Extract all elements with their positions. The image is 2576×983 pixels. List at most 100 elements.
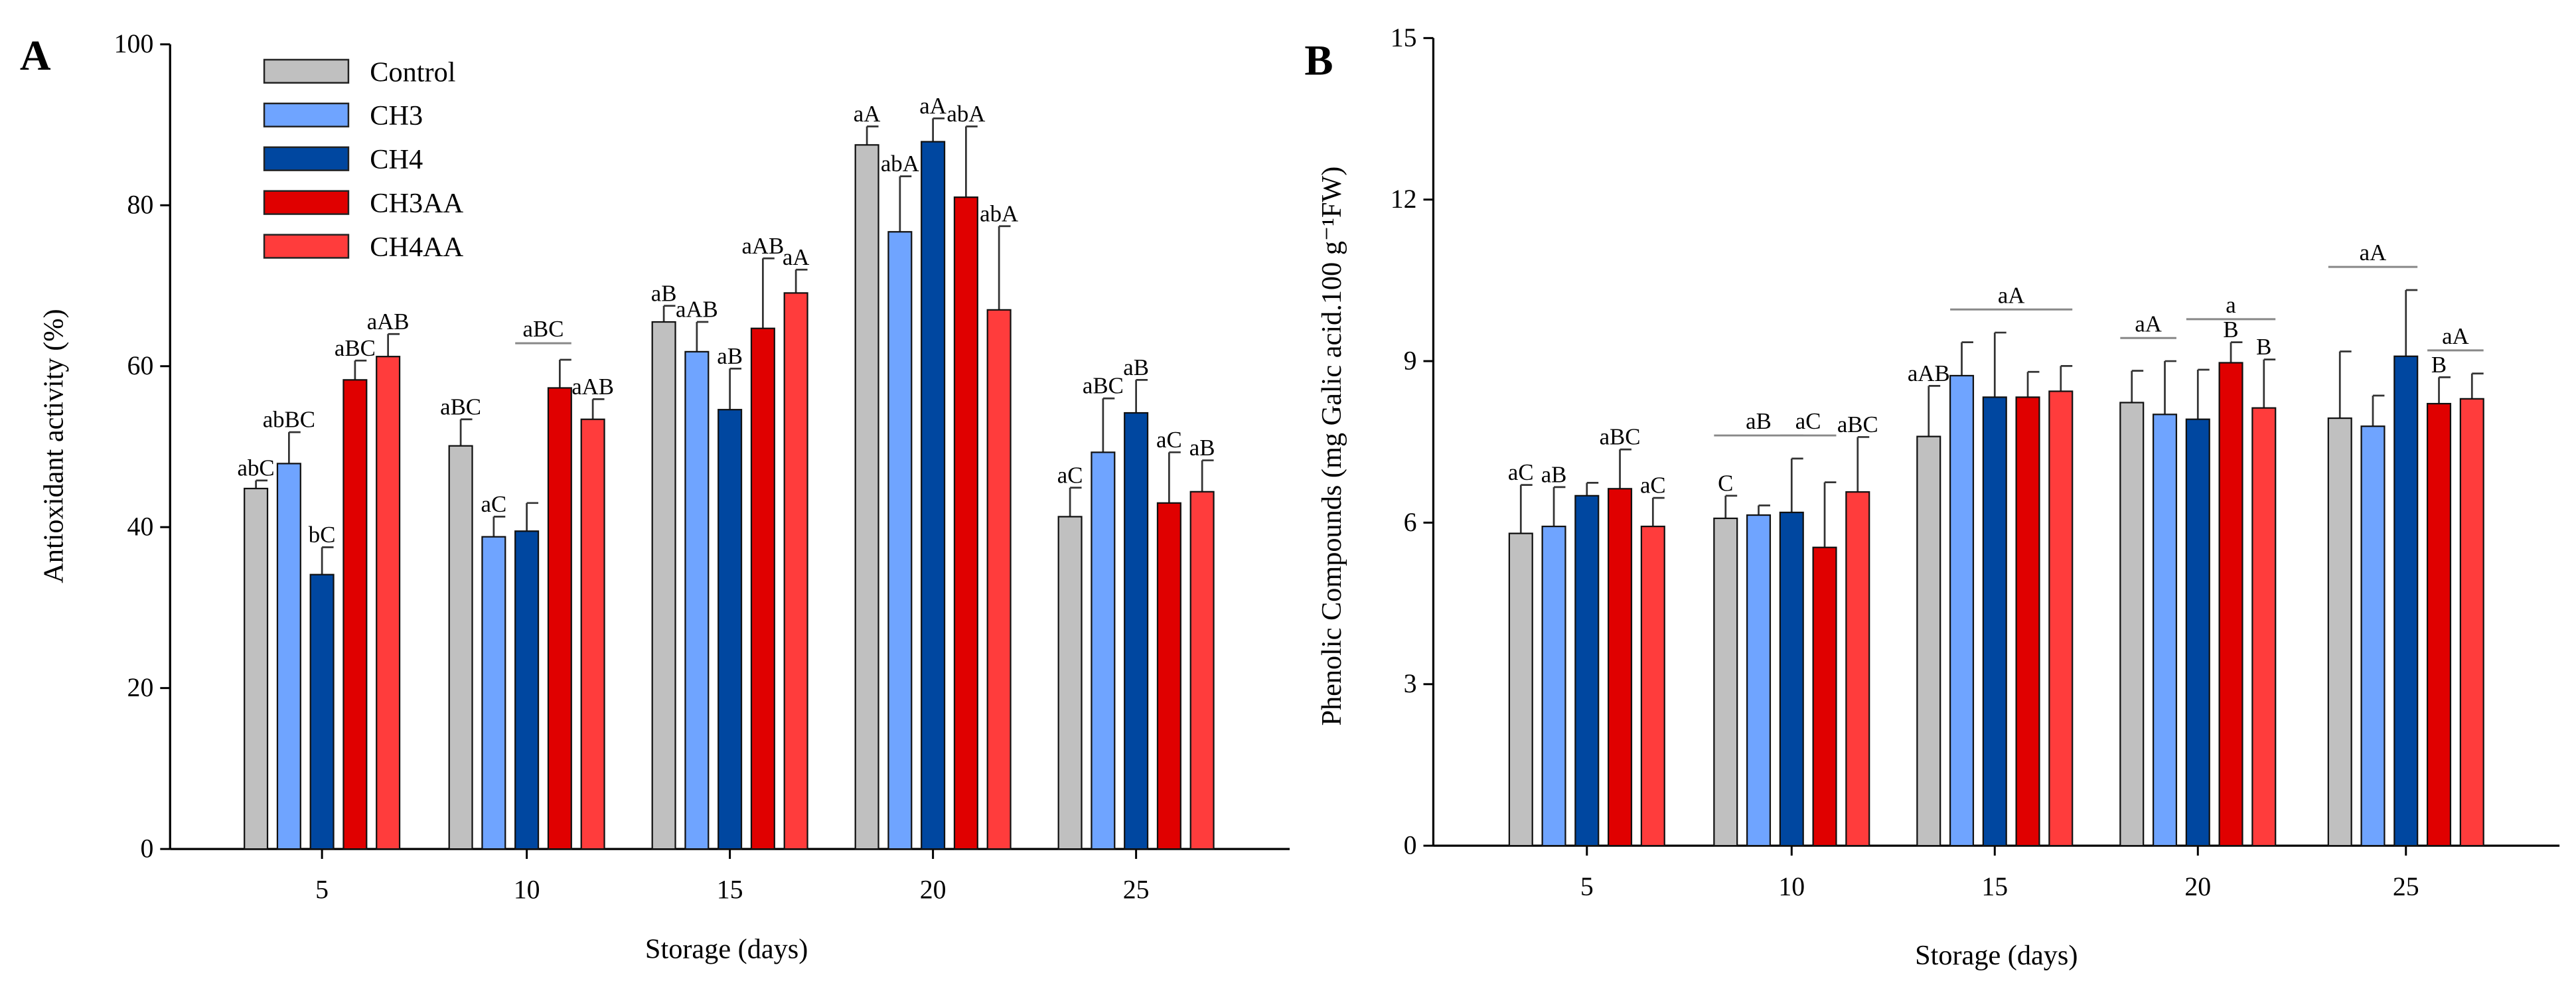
legend-swatch-ch3aa	[263, 190, 350, 215]
bar-control	[1508, 532, 1533, 847]
bar-ch4aa	[2459, 398, 2484, 847]
x-tick-label: 15	[717, 875, 743, 905]
significance-label: aAB	[571, 374, 614, 400]
x-tick-label: 5	[315, 875, 329, 905]
y-tick-label: 60	[127, 351, 154, 380]
bar-ch3	[2360, 425, 2386, 847]
bar-ch4	[514, 530, 540, 850]
bar-ch4aa	[376, 356, 401, 850]
significance-label: aBC	[335, 335, 376, 361]
significance-label: aA	[783, 244, 810, 270]
y-axis-label: Phenolic Compounds (mg Galic acid.100 g⁻…	[1316, 167, 1347, 726]
bar-ch4	[1779, 511, 1804, 847]
significance-label: abBC	[263, 407, 315, 433]
x-tick-label: 10	[514, 875, 540, 905]
significance-label: B	[2223, 317, 2238, 342]
bar-ch4	[1124, 412, 1149, 850]
y-tick-label: 15	[1391, 23, 1417, 52]
bar-ch3	[276, 463, 301, 850]
significance-label: aC	[481, 491, 507, 517]
bar-ch4aa	[1845, 491, 1870, 847]
legend-swatch-ch3	[263, 102, 350, 127]
significance-label: aBC	[1600, 424, 1641, 450]
x-tick-label: 5	[1580, 872, 1594, 901]
y-tick-label: 0	[140, 834, 153, 864]
bar-ch3aa	[2218, 362, 2243, 847]
significance-label: C	[1718, 470, 1733, 496]
y-tick-label: 3	[1404, 669, 1417, 698]
group-significance-label: aB	[1746, 408, 1772, 434]
bar-ch3aa	[547, 387, 572, 850]
bar-control	[244, 487, 269, 850]
x-tick-label: 10	[1778, 872, 1805, 901]
bar-ch3	[1091, 451, 1116, 850]
bar-ch4	[921, 141, 946, 850]
y-tick-label: 0	[1404, 831, 1417, 860]
significance-label: aC	[1057, 462, 1083, 488]
legend-label: CH3	[370, 100, 423, 131]
significance-label: aBC	[1083, 373, 1124, 399]
significance-label: B	[2431, 352, 2447, 378]
significance-label: aC	[1640, 473, 1666, 498]
significance-label: aB	[1189, 435, 1215, 461]
legend-label: Control	[370, 56, 455, 88]
significance-label: aAB	[367, 309, 410, 335]
significance-label: aBC	[1837, 412, 1878, 437]
significance-label: B	[2256, 334, 2271, 360]
bar-ch3aa	[2015, 396, 2040, 847]
bar-ch3	[481, 536, 506, 850]
significance-label: bC	[309, 522, 336, 548]
bar-ch4aa	[2251, 407, 2277, 847]
significance-label: aB	[651, 280, 677, 306]
bar-ch4	[2393, 355, 2419, 847]
x-axis-label: Storage (days)	[1915, 940, 2078, 971]
y-tick-label: 100	[114, 29, 154, 58]
bar-control	[854, 144, 879, 850]
bar-ch4aa	[580, 418, 605, 850]
chart-panel-b: B 0 3 6 9 12 15 5 10 15 20 25 Storage (days) Phenolic…	[1304, 23, 2560, 971]
x-tick-label: 20	[2184, 872, 2211, 901]
significance-label: abA	[980, 200, 1018, 226]
significance-label: aAB	[1908, 360, 1950, 386]
significance-label: abA	[947, 101, 985, 127]
significance-label: abA	[881, 151, 919, 177]
group-significance-label: aA	[2360, 240, 2387, 265]
significance-label: abC	[238, 455, 275, 481]
bar-ch3	[2152, 414, 2178, 847]
bar-control	[2119, 402, 2145, 847]
bar-ch3aa	[342, 379, 368, 850]
y-tick-label: 20	[127, 673, 154, 702]
group-significance-label: a	[2226, 292, 2235, 318]
legend-swatch-ch4aa	[263, 234, 350, 259]
bar-ch4	[1982, 396, 2007, 847]
bar-ch3	[684, 350, 710, 850]
group-significance-label: aBC	[523, 316, 564, 342]
bar-ch3	[1746, 514, 1772, 847]
legend-label: CH4	[370, 144, 423, 175]
significance-label: aB	[1123, 354, 1149, 380]
legend-swatch-control	[263, 58, 350, 84]
significance-label: aC	[1508, 459, 1534, 485]
legend-label: CH4AA	[370, 232, 463, 263]
bar-ch4aa	[783, 292, 808, 850]
bar-ch4	[2185, 418, 2210, 847]
bar-control	[1057, 516, 1083, 850]
bar-ch3aa	[750, 327, 775, 850]
y-tick-label: 40	[127, 512, 154, 542]
bar-ch4aa	[1640, 525, 1665, 847]
legend-label: CH3AA	[370, 188, 463, 219]
x-tick-label: 15	[1981, 872, 2008, 901]
x-tick-label: 25	[2393, 872, 2419, 901]
significance-label: aAB	[741, 233, 784, 259]
chart-panel-a: A 0 20 40 60 80 100 5 10 15 20 25 Storage (days) Anti…	[20, 29, 1290, 964]
bar-ch3aa	[1156, 502, 1181, 850]
bar-control	[2327, 417, 2352, 847]
y-tick-label: 6	[1404, 508, 1417, 537]
bar-control	[1916, 435, 1941, 847]
bar-ch4aa	[986, 309, 1012, 850]
bar-ch3aa	[1608, 488, 1633, 847]
bar-control	[651, 321, 676, 850]
significance-label: aA	[919, 93, 947, 119]
group-significance-label: aA	[1998, 282, 2025, 308]
